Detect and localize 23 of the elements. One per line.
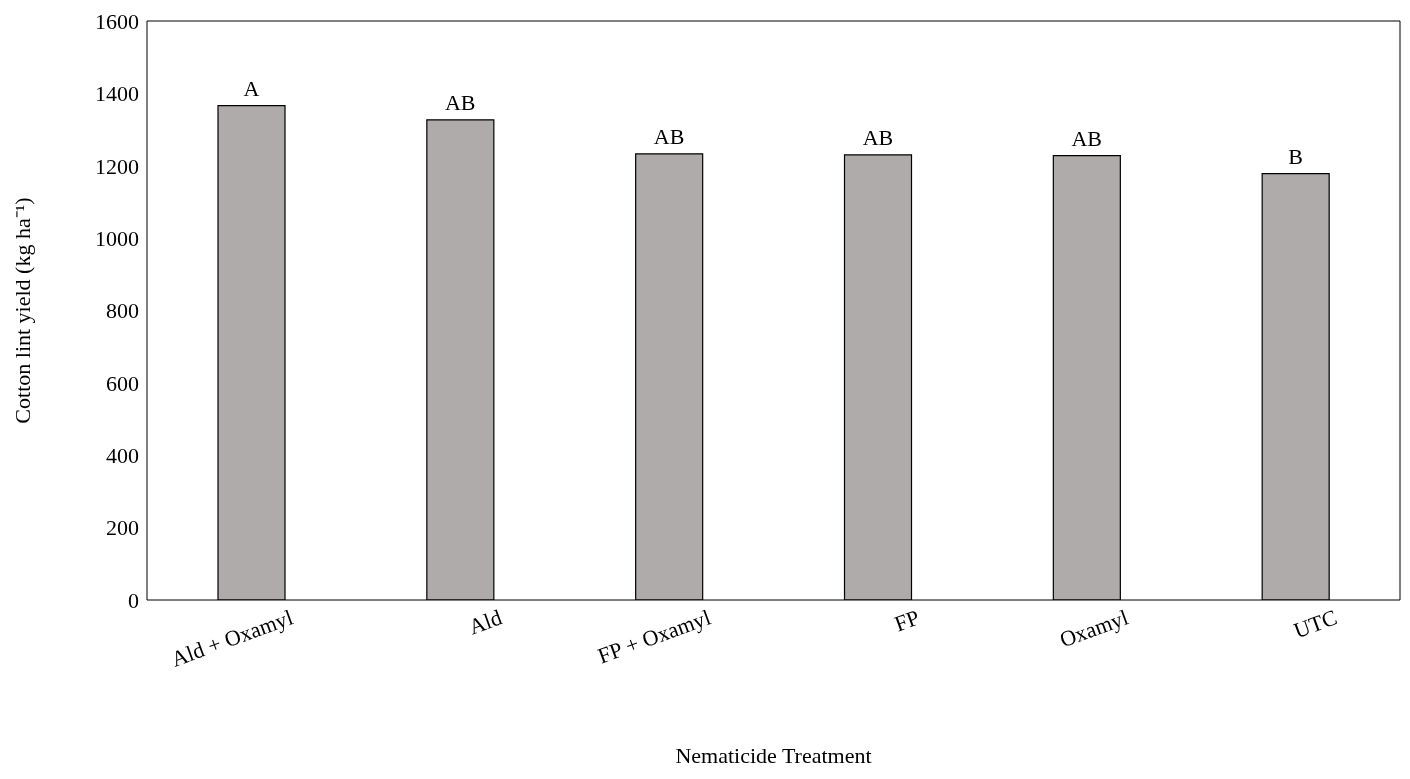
annotation: AB xyxy=(862,124,894,150)
y-tick-label: 1400 xyxy=(95,81,139,107)
x-tick-label: UTC xyxy=(1290,604,1341,644)
y-tick-label: 1000 xyxy=(95,225,139,251)
annotation: AB xyxy=(444,89,476,115)
y-tick-label: 1200 xyxy=(95,153,139,179)
annotation: AB xyxy=(653,123,685,149)
y-tick-label: 0 xyxy=(128,587,139,613)
y-tick-label: 400 xyxy=(106,443,139,469)
x-tick-label: Ald + Oxamyl xyxy=(168,604,297,672)
x-tick-label: FP + Oxamyl xyxy=(594,604,714,669)
annotation: A xyxy=(243,75,260,101)
x-tick-label: Ald xyxy=(465,604,506,640)
x-axis-title: Nematicide Treatment xyxy=(675,743,872,768)
y-tick-label: 200 xyxy=(106,515,139,541)
x-tick-label: Oxamyl xyxy=(1056,604,1132,653)
x-tick-label: FP xyxy=(891,604,923,637)
y-axis-title: Cotton lint yield (kg ha⁻¹) xyxy=(9,197,35,424)
y-tick-label: 800 xyxy=(106,298,139,324)
annotation: AB xyxy=(1071,125,1103,151)
annotation: B xyxy=(1288,143,1303,169)
y-tick-label: 600 xyxy=(106,370,139,396)
y-tick-label: 1600 xyxy=(95,8,139,34)
